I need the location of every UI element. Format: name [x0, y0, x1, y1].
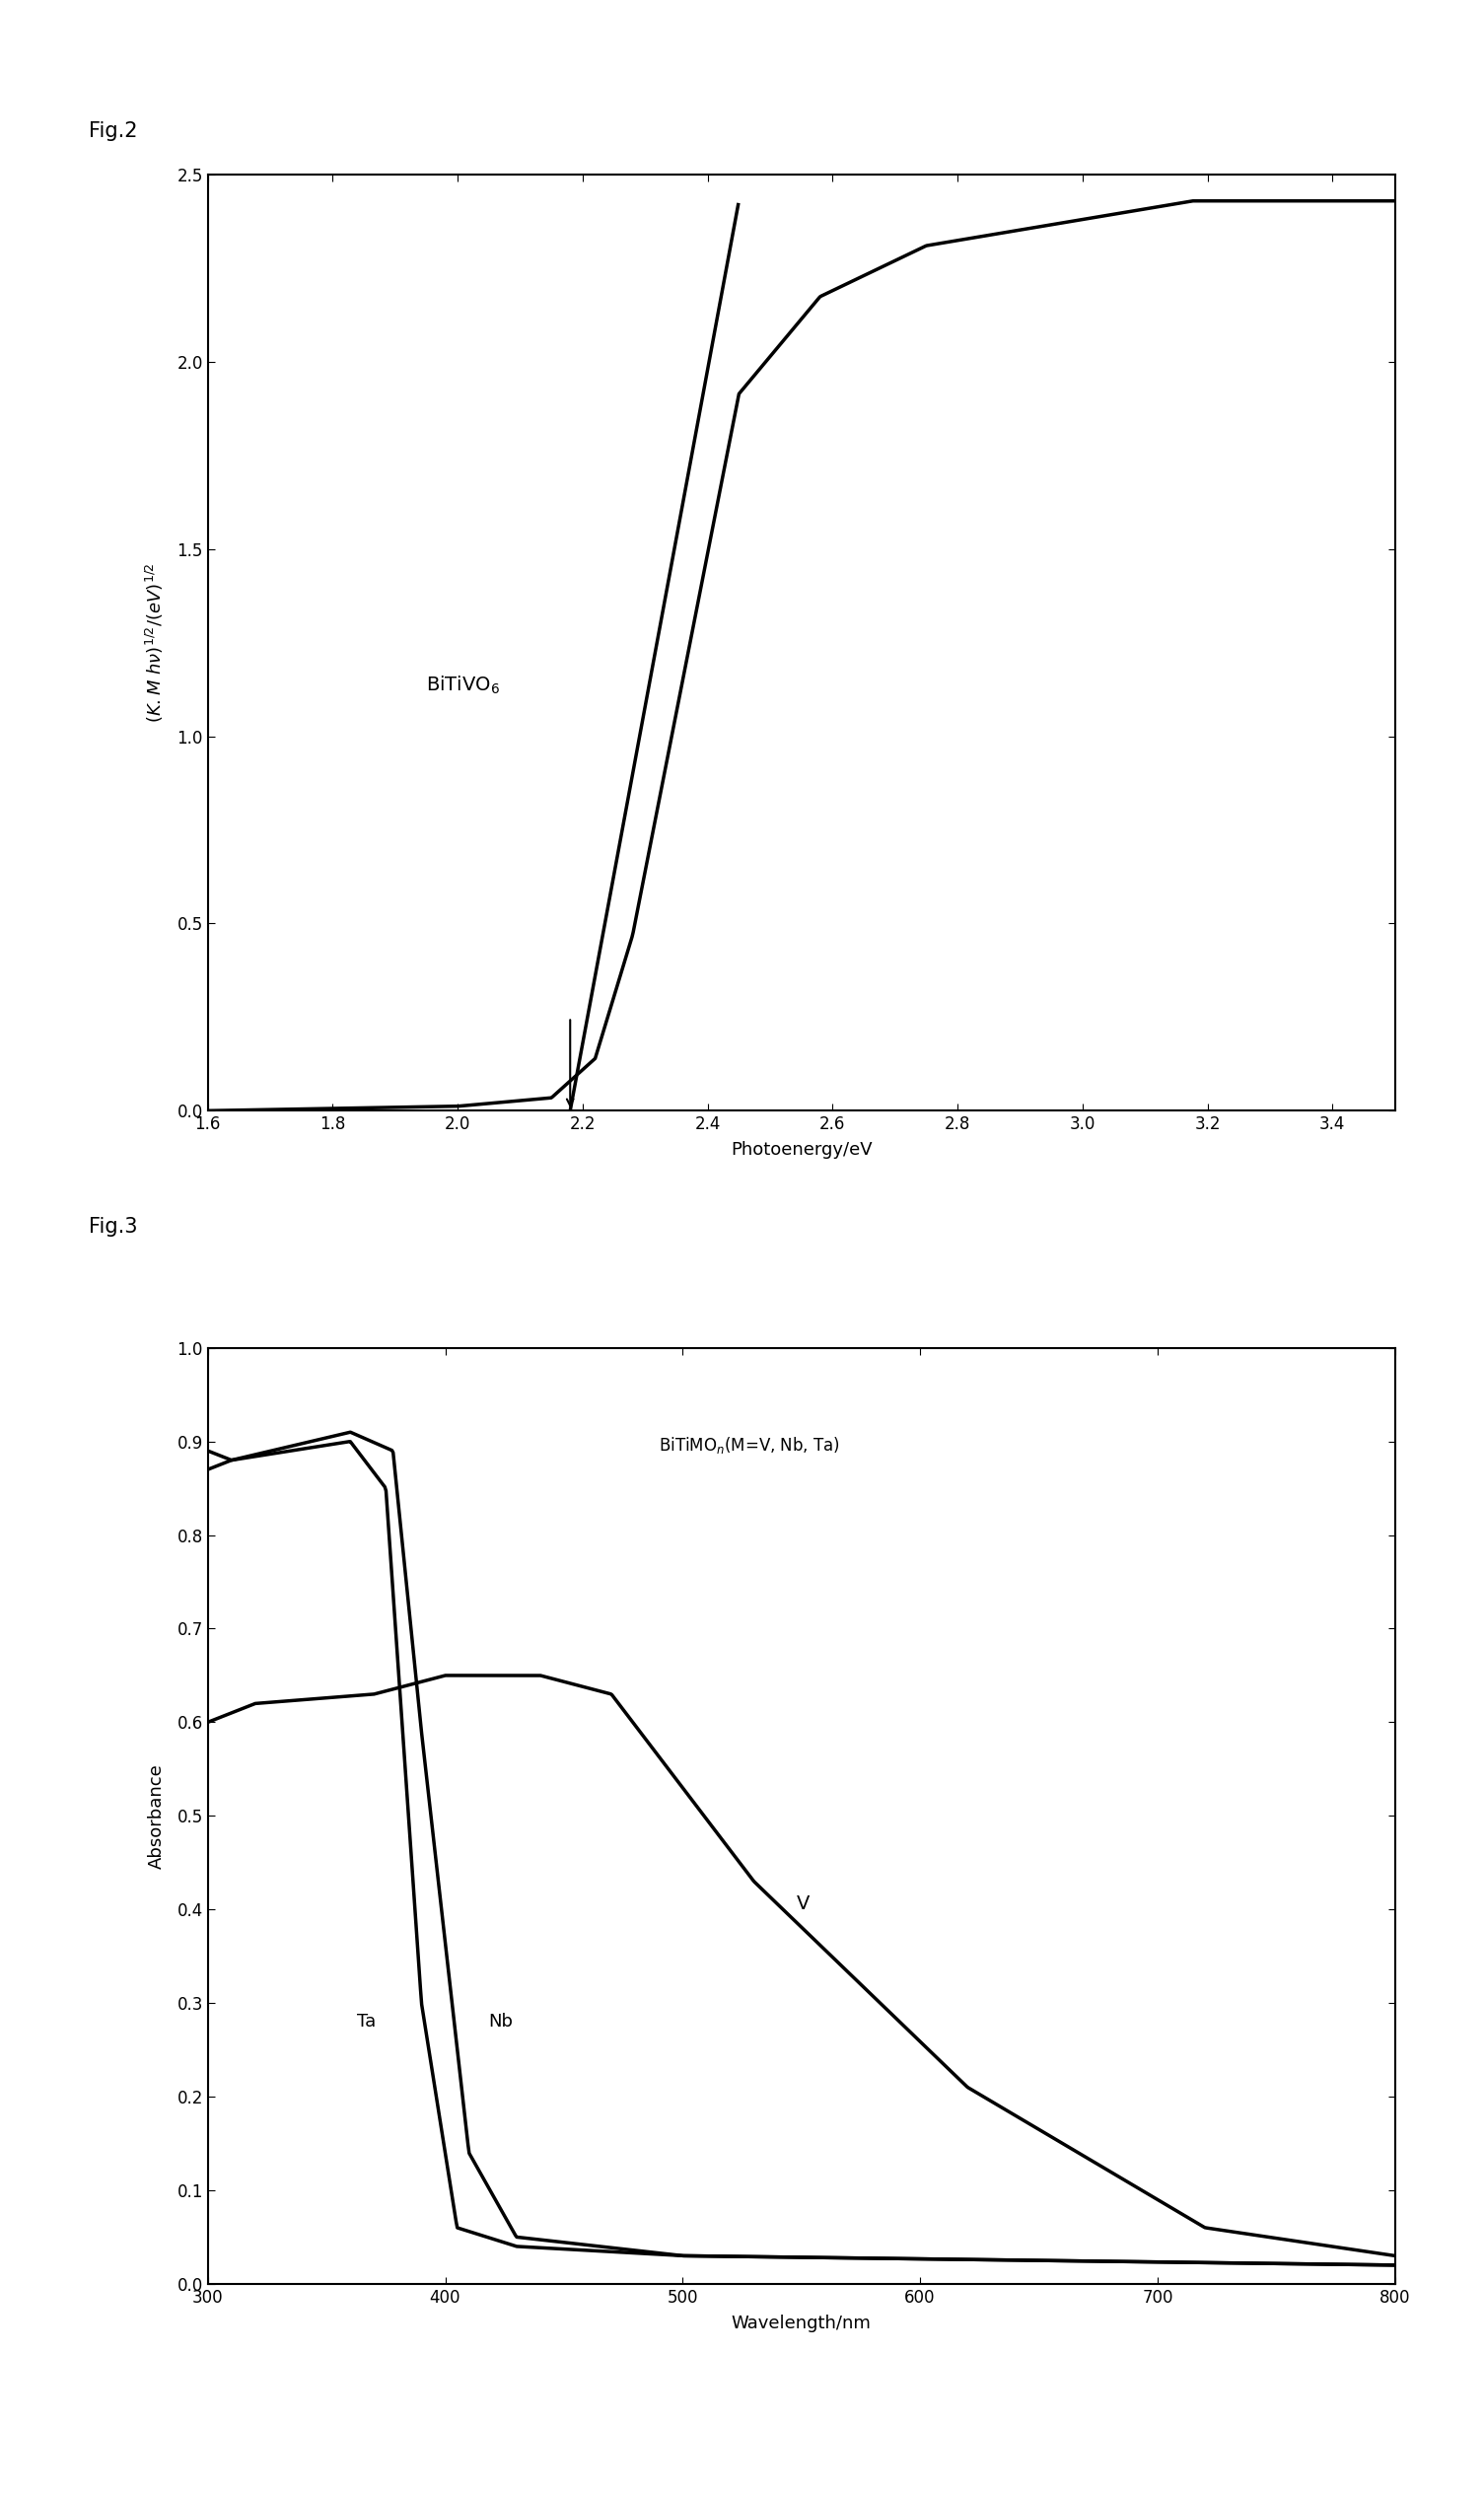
Text: BiTiVO$_6$: BiTiVO$_6$	[426, 674, 500, 696]
Text: Fig.2: Fig.2	[89, 122, 138, 142]
X-axis label: Photoenergy/eV: Photoenergy/eV	[730, 1141, 873, 1158]
Text: Ta: Ta	[358, 2012, 377, 2029]
Y-axis label: Absorbance: Absorbance	[148, 1762, 166, 1870]
Text: Nb: Nb	[488, 2012, 512, 2029]
Y-axis label: $(K.M\ h\nu)^{1/2}/(eV)^{1/2}$: $(K.M\ h\nu)^{1/2}/(eV)^{1/2}$	[144, 562, 166, 724]
X-axis label: Wavelength/nm: Wavelength/nm	[732, 2314, 871, 2331]
Text: Fig.3: Fig.3	[89, 1218, 138, 1238]
Text: BiTiMO$_n$(M=V, Nb, Ta): BiTiMO$_n$(M=V, Nb, Ta)	[659, 1435, 840, 1455]
Text: V: V	[797, 1894, 810, 1914]
